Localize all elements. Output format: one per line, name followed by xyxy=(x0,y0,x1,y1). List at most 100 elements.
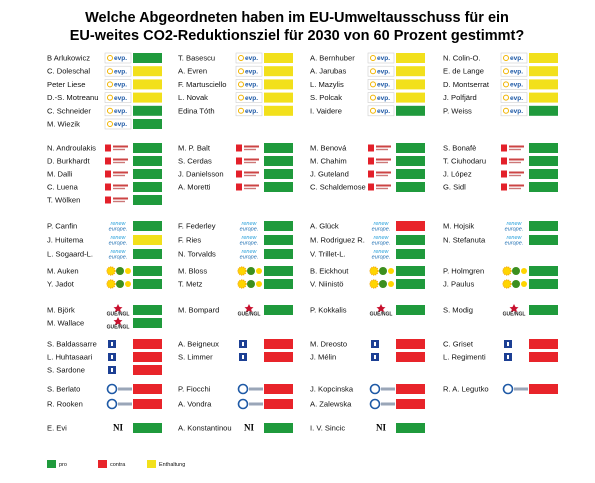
logo-lines xyxy=(376,187,388,190)
party-logo xyxy=(371,340,379,348)
member-name: M. Chahim xyxy=(310,157,347,166)
member-name: E. de Lange xyxy=(443,67,484,76)
logo-frame xyxy=(367,52,395,64)
member-name: N. Torvalds xyxy=(178,250,216,259)
member-name: M. Dalli xyxy=(47,170,73,179)
logo-ring xyxy=(369,398,381,410)
logo-text: europe. xyxy=(505,226,524,232)
vote-box xyxy=(133,221,162,231)
member-name: A. Vondra xyxy=(178,400,212,409)
party-logo xyxy=(371,353,379,361)
logo-lines xyxy=(118,402,132,406)
logo-frame xyxy=(500,79,528,90)
vote-box xyxy=(264,235,293,245)
member-name: B. Eickhout xyxy=(310,267,349,276)
logo-text: renew xyxy=(507,235,523,241)
vote-box xyxy=(133,399,162,409)
logo-lines xyxy=(249,387,263,391)
logo-sun xyxy=(237,279,247,289)
member-name: P. Kokkalis xyxy=(310,306,347,315)
vote-box xyxy=(133,365,162,375)
vote-box xyxy=(529,279,558,289)
legend-swatch xyxy=(98,460,107,468)
party-logo: evp. xyxy=(500,92,528,103)
logo-text: europe. xyxy=(240,254,259,260)
party-logo xyxy=(369,279,394,289)
logo-text: evp. xyxy=(114,95,127,102)
logo-sun xyxy=(125,268,131,274)
party-logo: evp. xyxy=(367,105,395,117)
logo-dot xyxy=(107,68,113,75)
logo-text: europe. xyxy=(372,254,391,260)
vote-box xyxy=(396,235,425,245)
logo-ring xyxy=(502,383,514,395)
logo-star xyxy=(376,304,386,313)
logo-text: GUE/NGL xyxy=(370,311,393,317)
vote-box xyxy=(396,249,425,259)
vote-box xyxy=(264,352,293,362)
logo-sun xyxy=(388,268,394,274)
member-name: S. Cerdas xyxy=(178,157,212,166)
logo-text: europe. xyxy=(109,226,128,232)
logo-lines xyxy=(509,187,521,190)
logo-sun xyxy=(369,279,379,289)
vote-box xyxy=(396,92,425,103)
vote-box xyxy=(133,119,162,129)
logo-square xyxy=(501,157,507,165)
vote-box xyxy=(264,221,293,231)
vote-box xyxy=(396,53,425,63)
vote-box xyxy=(264,399,293,409)
member-name: C. Griset xyxy=(443,340,474,349)
logo-lines xyxy=(509,158,524,161)
logo-lines xyxy=(376,161,388,164)
vote-box xyxy=(529,53,558,63)
logo-text: evp. xyxy=(114,82,127,89)
logo-leaf xyxy=(116,267,124,275)
logo-star xyxy=(113,304,123,313)
logo-square xyxy=(236,157,242,165)
logo-lines xyxy=(244,171,259,174)
member-name: P. Canfin xyxy=(47,222,77,231)
vote-box xyxy=(264,53,293,63)
member-name: M. Bloss xyxy=(178,267,207,276)
logo-leaf xyxy=(379,267,387,275)
member-name: S. Baldassarre xyxy=(47,340,97,349)
logo-mark xyxy=(111,355,113,359)
logo-dot xyxy=(238,81,244,88)
logo-text: europe. xyxy=(109,240,128,246)
logo-lines xyxy=(113,174,125,177)
vote-box xyxy=(529,79,558,90)
logo-dot xyxy=(107,121,113,127)
logo-square xyxy=(236,170,242,178)
logo-dot xyxy=(503,55,509,61)
logo-dot xyxy=(107,55,113,61)
party-logo xyxy=(369,398,395,410)
member-name: R. Rooken xyxy=(47,400,83,409)
logo-frame xyxy=(500,92,528,103)
party-logo xyxy=(502,266,527,276)
logo-ring xyxy=(106,383,118,395)
logo-lines xyxy=(244,158,259,161)
logo-text: NI xyxy=(244,423,254,433)
party-logo: evp. xyxy=(500,65,528,77)
vote-box xyxy=(133,169,162,179)
vote-box xyxy=(529,384,558,394)
logo-text: NI xyxy=(113,423,123,433)
logo-sun xyxy=(369,266,379,276)
party-logo xyxy=(369,266,394,276)
member-name: S. Modig xyxy=(443,306,473,315)
logo-text: evp. xyxy=(245,108,258,115)
member-name: M. Bompard xyxy=(178,306,219,315)
member-name: J. Kopcinska xyxy=(310,385,354,394)
logo-text: GUE/NGL xyxy=(107,311,130,317)
logo-text: renew xyxy=(242,249,258,255)
party-logo xyxy=(105,144,128,152)
logo-square xyxy=(236,144,242,152)
member-name: Peter Liese xyxy=(47,80,85,89)
logo-star xyxy=(113,317,123,326)
vote-box xyxy=(396,66,425,77)
